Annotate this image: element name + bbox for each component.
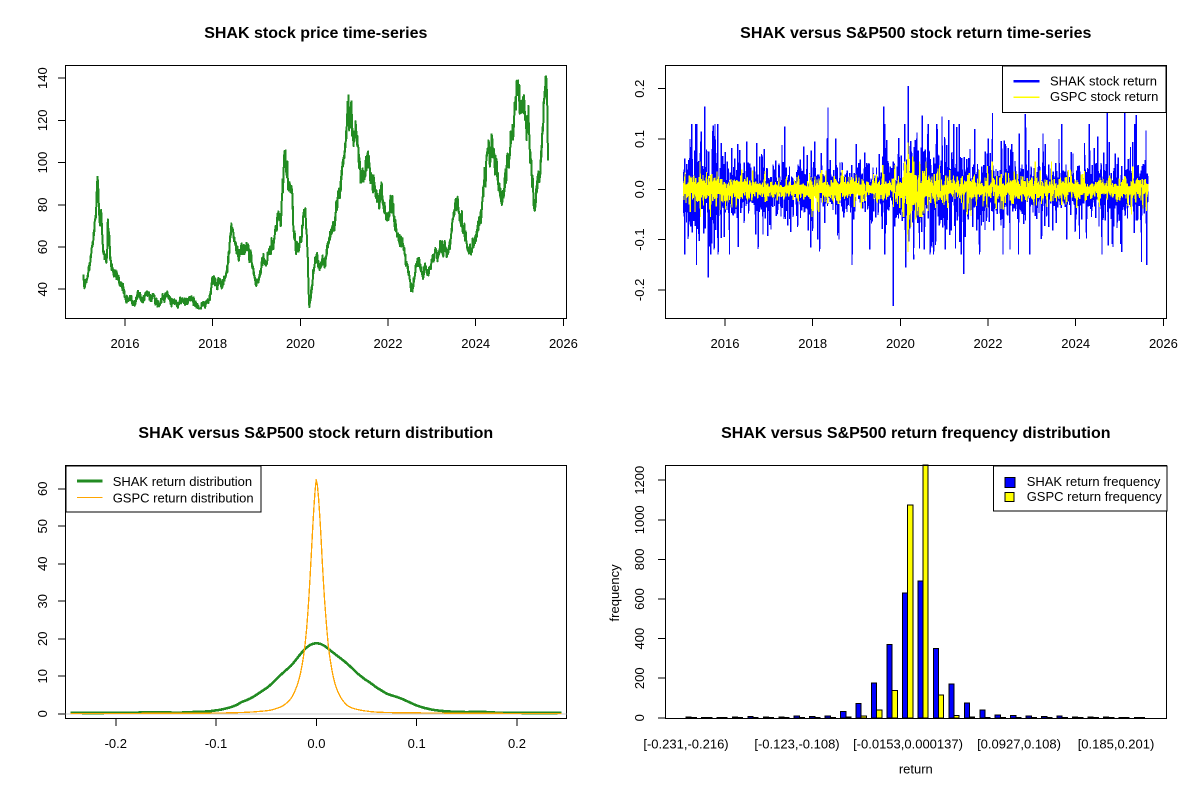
- svg-text:60: 60: [35, 240, 50, 254]
- svg-text:2022: 2022: [374, 336, 403, 351]
- svg-text:[0.185,0.201): [0.185,0.201): [1078, 737, 1155, 752]
- svg-text:2022: 2022: [974, 336, 1003, 351]
- svg-text:-0.1: -0.1: [205, 736, 227, 751]
- svg-text:GSPC return distribution: GSPC return distribution: [113, 491, 254, 506]
- svg-text:-0.1: -0.1: [632, 228, 647, 250]
- svg-text:0.2: 0.2: [632, 80, 647, 98]
- svg-text:frequency: frequency: [607, 564, 622, 622]
- svg-text:2020: 2020: [886, 336, 915, 351]
- svg-text:GSPC stock return: GSPC stock return: [1050, 89, 1158, 104]
- svg-text:0.0: 0.0: [632, 180, 647, 198]
- svg-text:0.2: 0.2: [508, 736, 526, 751]
- svg-text:140: 140: [35, 67, 50, 89]
- svg-text:400: 400: [632, 628, 647, 650]
- svg-text:1000: 1000: [632, 505, 647, 534]
- svg-text:120: 120: [35, 109, 50, 131]
- svg-text:100: 100: [35, 152, 50, 174]
- svg-text:0.1: 0.1: [408, 736, 426, 751]
- svg-text:SHAK versus S&P500 stock retur: SHAK versus S&P500 stock return time-ser…: [740, 25, 1091, 42]
- svg-text:2018: 2018: [198, 336, 227, 351]
- svg-text:[-0.0153,0.000137): [-0.0153,0.000137): [853, 737, 963, 752]
- svg-text:return: return: [899, 762, 933, 777]
- svg-text:[-0.123,-0.108): [-0.123,-0.108): [754, 737, 839, 752]
- svg-text:60: 60: [35, 482, 50, 496]
- svg-text:30: 30: [35, 594, 50, 608]
- svg-text:2016: 2016: [111, 336, 140, 351]
- svg-text:0: 0: [632, 714, 647, 721]
- svg-text:2024: 2024: [1061, 336, 1090, 351]
- svg-text:40: 40: [35, 282, 50, 296]
- svg-text:[-0.231,-0.216): [-0.231,-0.216): [643, 737, 728, 752]
- svg-text:2016: 2016: [711, 336, 740, 351]
- svg-text:GSPC return frequency: GSPC return frequency: [1027, 489, 1163, 504]
- svg-text:[0.0927,0.108): [0.0927,0.108): [977, 737, 1061, 752]
- svg-text:1200: 1200: [632, 466, 647, 495]
- svg-text:0.0: 0.0: [307, 736, 325, 751]
- svg-text:600: 600: [632, 588, 647, 610]
- svg-text:2026: 2026: [549, 336, 578, 351]
- svg-text:200: 200: [632, 667, 647, 689]
- svg-text:SHAK stock return: SHAK stock return: [1050, 74, 1157, 89]
- svg-text:2020: 2020: [286, 336, 315, 351]
- svg-text:2018: 2018: [798, 336, 827, 351]
- svg-text:2026: 2026: [1149, 336, 1178, 351]
- svg-text:SHAK return frequency: SHAK return frequency: [1027, 474, 1161, 489]
- svg-text:SHAK versus S&P500 stock retur: SHAK versus S&P500 stock return distribu…: [138, 425, 493, 442]
- svg-text:0: 0: [35, 710, 50, 717]
- svg-text:20: 20: [35, 632, 50, 646]
- svg-text:10: 10: [35, 669, 50, 683]
- svg-text:0.1: 0.1: [632, 130, 647, 148]
- svg-text:-0.2: -0.2: [105, 736, 127, 751]
- svg-text:2024: 2024: [461, 336, 490, 351]
- svg-text:SHAK versus S&P500 return freq: SHAK versus S&P500 return frequency dist…: [721, 425, 1110, 442]
- svg-text:80: 80: [35, 198, 50, 212]
- svg-text:-0.2: -0.2: [632, 279, 647, 301]
- svg-text:50: 50: [35, 519, 50, 533]
- svg-text:800: 800: [632, 549, 647, 571]
- svg-text:SHAK stock price time-series: SHAK stock price time-series: [204, 25, 427, 42]
- svg-text:SHAK return distribution: SHAK return distribution: [113, 474, 252, 489]
- svg-text:40: 40: [35, 557, 50, 571]
